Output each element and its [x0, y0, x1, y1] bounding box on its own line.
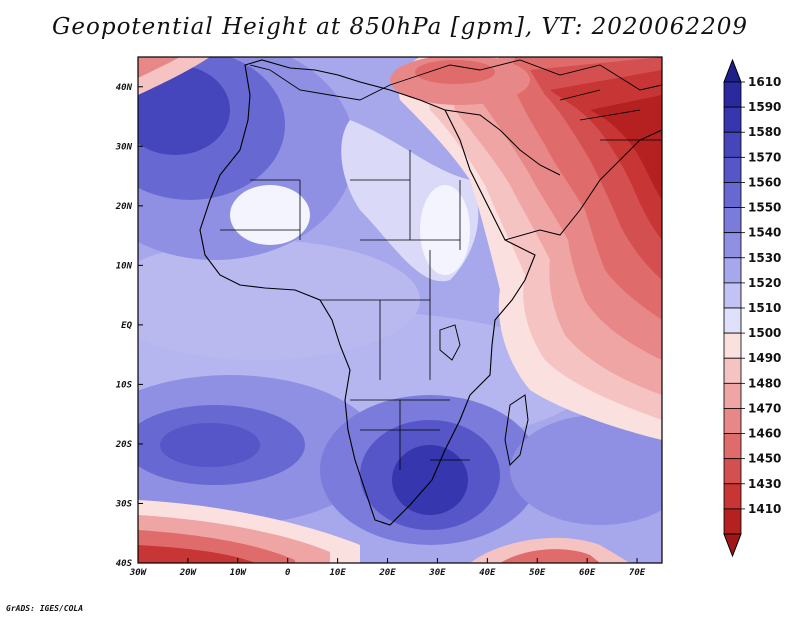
lon-tick-label: 30W: [129, 568, 148, 578]
contour-band: [138, 545, 255, 563]
lat-tick-label: 40N: [116, 83, 133, 93]
colorbar-swatch: [723, 408, 742, 434]
colorbar-swatch: [723, 282, 742, 309]
lon-tick-label: 60E: [579, 568, 596, 578]
lon-tick-label: 0: [285, 568, 291, 578]
colorbar-level-label: 1570: [748, 150, 781, 164]
colorbar-level-label: 1470: [748, 401, 781, 415]
colorbar-swatch: [723, 433, 742, 460]
credit-label: GrADS: IGES/COLA: [6, 604, 84, 613]
colorbar-swatch: [723, 458, 742, 485]
colorbar-level-label: 1580: [748, 125, 781, 139]
contour-band: [230, 185, 310, 245]
colorbar-bottom-arrow: [723, 533, 742, 558]
map-title: Geopotential Height at 850hPa [gpm], VT:…: [52, 14, 748, 40]
colorbar-swatch: [723, 131, 742, 158]
colorbar-swatch: [723, 106, 742, 133]
arabia-coastline: [504, 129, 662, 241]
colorbar-level-label: 1480: [748, 376, 781, 390]
lon-tick-label: 40E: [479, 568, 496, 578]
colorbar-swatch: [723, 508, 742, 535]
lon-tick-label: 30E: [428, 568, 446, 578]
contour-band: [500, 549, 600, 563]
lake-victoria: [439, 324, 461, 361]
madagascar-coastline: [504, 394, 529, 467]
colorbar-swatch: [723, 332, 742, 359]
colorbar-level-label: 1550: [748, 201, 781, 215]
contour-band: [138, 57, 180, 78]
lon-tick-label: 10W: [230, 568, 248, 578]
map-frame: [137, 56, 663, 564]
colorbar-top-arrow: [723, 58, 742, 83]
colorbar-level-label: 1410: [748, 502, 781, 516]
colorbar-swatch: [723, 182, 742, 208]
colorbar-level-label: 1500: [748, 326, 781, 340]
lat-tick-label: 20N: [115, 202, 133, 212]
contour-band: [138, 240, 420, 360]
colorbar-level-label: 1490: [748, 351, 781, 365]
contour-band: [160, 423, 260, 467]
colorbar-level-label: 1510: [748, 301, 781, 315]
colorbar-swatch: [723, 382, 742, 409]
contour-band: [420, 185, 470, 275]
lat-tick-label: 30S: [115, 499, 133, 509]
contour-band: [392, 445, 468, 515]
country-borders: [220, 150, 470, 470]
lon-tick-label: 70E: [629, 568, 646, 578]
colorbar-level-label: 1560: [748, 175, 781, 189]
asia-borders: [559, 89, 662, 141]
colorbar-swatch: [723, 156, 742, 183]
mediterranean-coastline: [249, 59, 662, 101]
lat-tick-label: 10S: [116, 380, 133, 390]
colorbar-level-label: 1530: [748, 251, 781, 265]
colorbar-swatch: [723, 207, 742, 234]
colorbar-level-label: 1610: [748, 75, 781, 89]
colorbar: 1610 1590 1580 1570 1560 1550 1540 1530 1520 1510…: [723, 58, 781, 558]
contour-band: [415, 60, 495, 84]
lon-tick-label: 20E: [378, 568, 396, 578]
colorbar-swatch: [723, 483, 742, 510]
colorbar-level-label: 1460: [748, 427, 781, 441]
lat-tick-label: 10N: [116, 261, 133, 271]
colorbar-swatch: [723, 257, 742, 284]
colorbar-swatch: [723, 81, 742, 108]
colorbar-level-label: 1540: [748, 226, 781, 240]
red-sea-coastline: [444, 109, 561, 176]
lat-tick-label: 40S: [116, 559, 133, 569]
lat-tick-label: 30N: [115, 142, 133, 152]
colorbar-level-label: 1590: [748, 100, 781, 114]
africa-coastline: [199, 59, 536, 526]
contour-band: [510, 415, 662, 525]
contour-band: [138, 65, 230, 155]
height-field: [138, 57, 662, 563]
lon-tick-label: 50E: [529, 568, 546, 578]
colorbar-level-label: 1430: [748, 477, 781, 491]
colorbar-level-label: 1450: [748, 452, 781, 466]
lon-tick-label: 20W: [179, 568, 198, 578]
colorbar-level-label: 1520: [748, 276, 781, 290]
colorbar-swatch: [723, 357, 742, 384]
lon-tick-label: 10E: [329, 568, 346, 578]
colorbar-swatch: [723, 232, 742, 259]
lat-tick-label: 20S: [115, 440, 133, 450]
lat-tick-label: EQ: [121, 321, 132, 331]
colorbar-swatch: [723, 307, 742, 334]
contour-band: [590, 95, 662, 200]
